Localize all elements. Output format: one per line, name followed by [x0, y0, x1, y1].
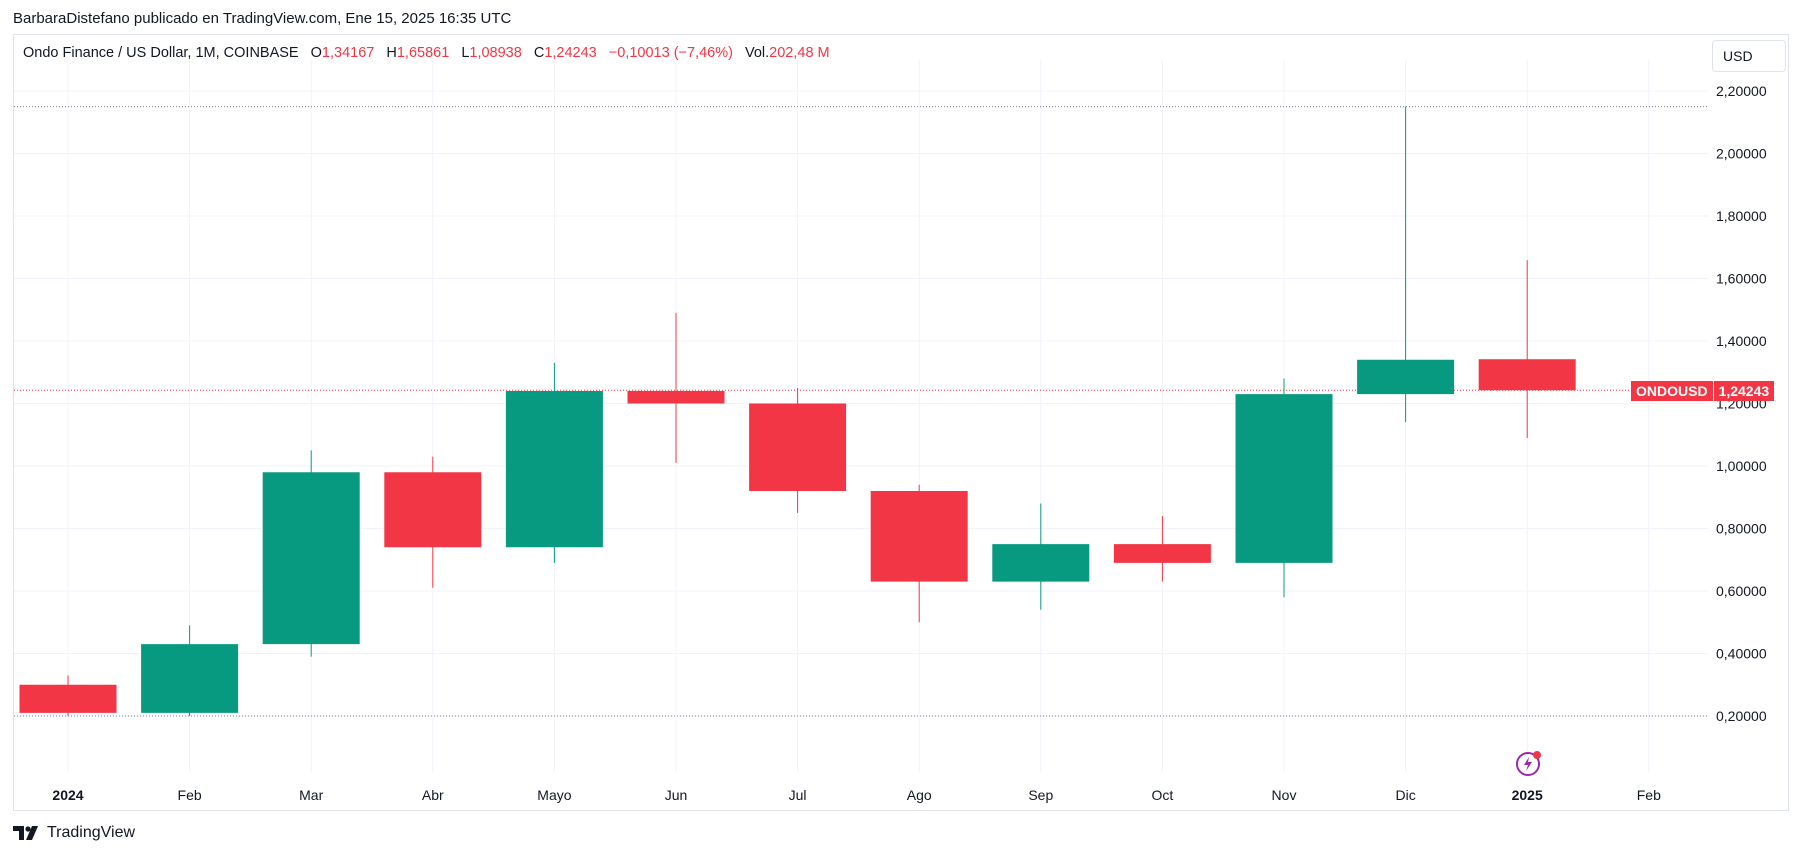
price-tick-label: 1,40000 [1716, 333, 1767, 349]
candle [262, 450, 360, 657]
time-tick-label: Mar [299, 787, 323, 803]
last-price-value: 1,24243 [1713, 381, 1775, 401]
candle [384, 456, 482, 588]
last-price-symbol: ONDOUSD [1631, 381, 1714, 401]
legend-high-value: 1,65861 [396, 45, 450, 61]
legend-symbol[interactable]: Ondo Finance / US Dollar, 1M, COINBASE [23, 45, 299, 61]
candle [1357, 106, 1455, 423]
price-tick-label: 1,80000 [1716, 208, 1767, 224]
price-tick-label: 2,20000 [1716, 83, 1767, 99]
price-tick-label: 1,00000 [1716, 458, 1767, 474]
legend-change: −0,10013 (−7,46%) [608, 45, 733, 61]
time-tick-label: Dic [1395, 787, 1415, 803]
time-tick-label: Oct [1152, 787, 1174, 803]
candle [992, 503, 1090, 610]
time-tick-label: Ago [907, 787, 932, 803]
legend-volume-label: Vol. [744, 45, 770, 61]
time-axis: 2024 Feb Mar Abr Mayo Jun Jul Ago Sep Oct Nov Dic 20… [52, 787, 1661, 803]
legend-volume-value: 202,48 M [769, 45, 830, 61]
candle-body [1478, 359, 1576, 391]
candle [1113, 516, 1211, 582]
candle [1235, 378, 1333, 598]
brand-name: TradingView [47, 824, 136, 841]
candle-body [627, 391, 725, 404]
lightning-icon[interactable] [1513, 748, 1543, 778]
candle-body [1235, 394, 1333, 563]
candle-body [505, 391, 603, 548]
legend-open-label: O [310, 45, 322, 61]
candle [749, 387, 847, 513]
price-tick-label: 0,40000 [1716, 646, 1767, 662]
candle-body [870, 491, 968, 582]
grid-lines [14, 60, 1708, 772]
time-tick-label: 2025 [1512, 787, 1543, 803]
price-tick-label: 0,20000 [1716, 708, 1767, 724]
legend-low-value: 1,08938 [469, 45, 522, 61]
price-tick-label: 2,00000 [1716, 146, 1767, 162]
tradingview-icon [13, 826, 38, 840]
price-tick-label: 0,60000 [1716, 583, 1767, 599]
candle [627, 312, 725, 463]
time-tick-label: Jul [789, 787, 807, 803]
last-price-badge: ONDOUSD 1,24243 [1631, 381, 1775, 401]
candle-body [1113, 544, 1211, 563]
candle-body [141, 644, 239, 713]
price-tick-label: 1,60000 [1716, 271, 1767, 287]
candle [505, 362, 603, 563]
time-tick-label: Nov [1272, 787, 1297, 803]
time-tick-label: Jun [665, 787, 688, 803]
candle-body [384, 472, 482, 548]
candle [1478, 260, 1576, 439]
candle-body [1357, 359, 1455, 395]
time-tick-label: Feb [178, 787, 202, 803]
candle [870, 484, 968, 623]
time-tick-label: Abr [422, 787, 444, 803]
legend-open-value: 1,34167 [321, 45, 375, 61]
currency-button[interactable]: USD [1712, 40, 1786, 72]
time-tick-label: Sep [1028, 787, 1053, 803]
published-by-text: BarbaraDistefano publicado en TradingVie… [13, 10, 512, 27]
legend-close-label: C [533, 45, 545, 61]
time-tick-label: Mayo [537, 787, 571, 803]
tradingview-logo[interactable]: TradingView [13, 824, 135, 842]
legend-high-label: H [386, 45, 397, 61]
candle-body [992, 544, 1090, 582]
price-tick-label: 0,80000 [1716, 521, 1767, 537]
candle-body [262, 472, 360, 645]
price-axis: 2,200002,000001,800001,600001,400001,200… [1716, 83, 1767, 724]
time-tick-label: Feb [1637, 787, 1661, 803]
candle-body [19, 684, 117, 713]
candles [19, 106, 1576, 716]
chart-frame [13, 34, 1789, 811]
symbol-legend: Ondo Finance / US Dollar, 1M, COINBASE O… [23, 45, 830, 61]
time-tick-label: 2024 [52, 787, 83, 803]
legend-close-value: 1,24243 [544, 45, 597, 61]
candle-body [749, 403, 847, 491]
candle [19, 675, 117, 716]
legend-low-label: L [461, 45, 470, 61]
candle [141, 625, 239, 716]
